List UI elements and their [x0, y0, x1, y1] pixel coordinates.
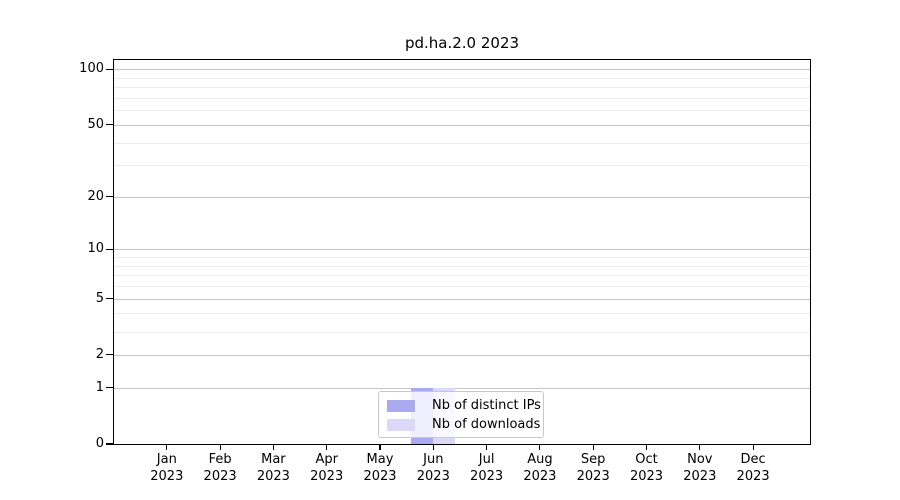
- x-tick-month: Jun: [423, 452, 444, 467]
- legend-swatch: [387, 419, 415, 431]
- x-tick-month: Feb: [208, 452, 232, 467]
- y-tick-mark: [106, 443, 114, 445]
- x-tick-month: Nov: [687, 452, 713, 467]
- gridline-major: [114, 249, 810, 251]
- x-tick-month: Apr: [315, 452, 338, 467]
- y-tick-label: 0: [95, 436, 104, 451]
- gridline-minor: [114, 286, 810, 288]
- x-tick-label: Jul 2023: [455, 451, 519, 485]
- x-tick-year: 2023: [736, 469, 770, 484]
- gridline-minor: [114, 275, 810, 277]
- x-tick-label: Feb 2023: [188, 451, 252, 485]
- gridline-major: [114, 298, 810, 300]
- y-tick-mark: [106, 298, 114, 300]
- y-tick-label: 50: [87, 116, 104, 132]
- x-tick-mark: [592, 444, 594, 450]
- y-tick-mark: [106, 354, 114, 356]
- x-tick-year: 2023: [576, 469, 610, 484]
- plot-area: [113, 59, 811, 445]
- x-tick-month: May: [366, 452, 394, 467]
- x-tick-mark: [645, 444, 648, 450]
- legend-swatch: [387, 400, 415, 412]
- x-tick-label: Oct 2023: [615, 451, 679, 485]
- x-tick-year: 2023: [523, 469, 557, 484]
- x-tick-label: Jun 2023: [401, 451, 465, 485]
- x-tick-mark: [752, 444, 754, 450]
- gridline-minor: [114, 265, 810, 267]
- y-tick-label: 100: [79, 61, 104, 77]
- gridline-major: [114, 354, 810, 356]
- y-tick-label: 5: [95, 290, 104, 306]
- gridline-minor: [114, 98, 810, 99]
- x-tick-month: Jul: [478, 452, 495, 467]
- x-tick-month: Mar: [261, 452, 286, 467]
- x-tick-mark: [166, 444, 168, 450]
- y-tick-mark: [106, 196, 114, 198]
- x-tick-mark: [272, 444, 274, 450]
- x-tick-year: 2023: [150, 469, 184, 484]
- y-tick-mark: [106, 68, 114, 70]
- gridline-major: [114, 387, 810, 389]
- gridline-minor: [114, 257, 810, 259]
- x-tick-year: 2023: [203, 469, 237, 484]
- legend-entry: Nb of downloads: [387, 417, 540, 433]
- chart-title: pd.ha.2.0 2023: [404, 34, 520, 52]
- legend: Nb of distinct IPs Nb of downloads: [378, 391, 544, 438]
- x-tick-label: Apr 2023: [295, 451, 359, 485]
- y-tick-mark: [106, 248, 114, 250]
- x-tick-label: Aug 2023: [508, 451, 572, 485]
- x-tick-month: Sep: [580, 452, 606, 467]
- legend-entry-label: Nb of distinct IPs: [432, 398, 541, 413]
- x-tick-year: 2023: [363, 469, 397, 484]
- gridline-minor: [114, 313, 810, 315]
- gridline-minor: [114, 110, 810, 112]
- x-tick-month: Aug: [527, 452, 553, 467]
- x-tick-month: Oct: [635, 452, 658, 467]
- x-tick-label: Sep 2023: [561, 451, 625, 485]
- x-tick-label: Mar 2023: [241, 451, 305, 485]
- y-tick-mark: [106, 124, 114, 126]
- gridline-minor: [114, 165, 810, 167]
- x-tick-month: Jan: [156, 452, 177, 467]
- x-tick-mark: [539, 444, 541, 450]
- gridline-minor: [114, 87, 810, 89]
- gridline-major: [114, 124, 810, 126]
- gridline-minor: [114, 331, 810, 333]
- x-tick-label: Nov 2023: [668, 451, 732, 485]
- x-tick-label: May 2023: [348, 451, 412, 485]
- y-tick-label: 20: [87, 188, 104, 204]
- x-tick-mark: [219, 444, 221, 450]
- x-tick-mark: [699, 444, 701, 450]
- legend-entry-label: Nb of downloads: [432, 417, 541, 432]
- x-tick-month: Dec: [740, 452, 766, 467]
- x-tick-label: Dec 2023: [721, 451, 785, 485]
- x-tick-year: 2023: [470, 469, 504, 484]
- gridline-minor: [114, 142, 810, 144]
- gridline-minor: [114, 77, 810, 79]
- y-tick-mark: [106, 387, 114, 389]
- x-tick-mark: [379, 444, 381, 450]
- x-tick-year: 2023: [629, 469, 664, 484]
- x-tick-year: 2023: [256, 469, 290, 484]
- y-tick-label: 10: [87, 241, 104, 257]
- x-tick-year: 2023: [310, 469, 344, 484]
- x-tick-mark: [486, 444, 488, 450]
- gridline-major: [114, 196, 810, 198]
- x-tick-label: Jan 2023: [135, 451, 199, 485]
- x-tick-year: 2023: [416, 469, 450, 484]
- x-tick-mark: [432, 444, 434, 450]
- y-tick-label: 1: [95, 379, 104, 395]
- gridline-major: [114, 69, 810, 71]
- x-tick-mark: [326, 444, 328, 450]
- legend-entry: Nb of distinct IPs: [387, 398, 541, 414]
- y-tick-label: 2: [95, 346, 104, 362]
- x-tick-year: 2023: [683, 469, 717, 484]
